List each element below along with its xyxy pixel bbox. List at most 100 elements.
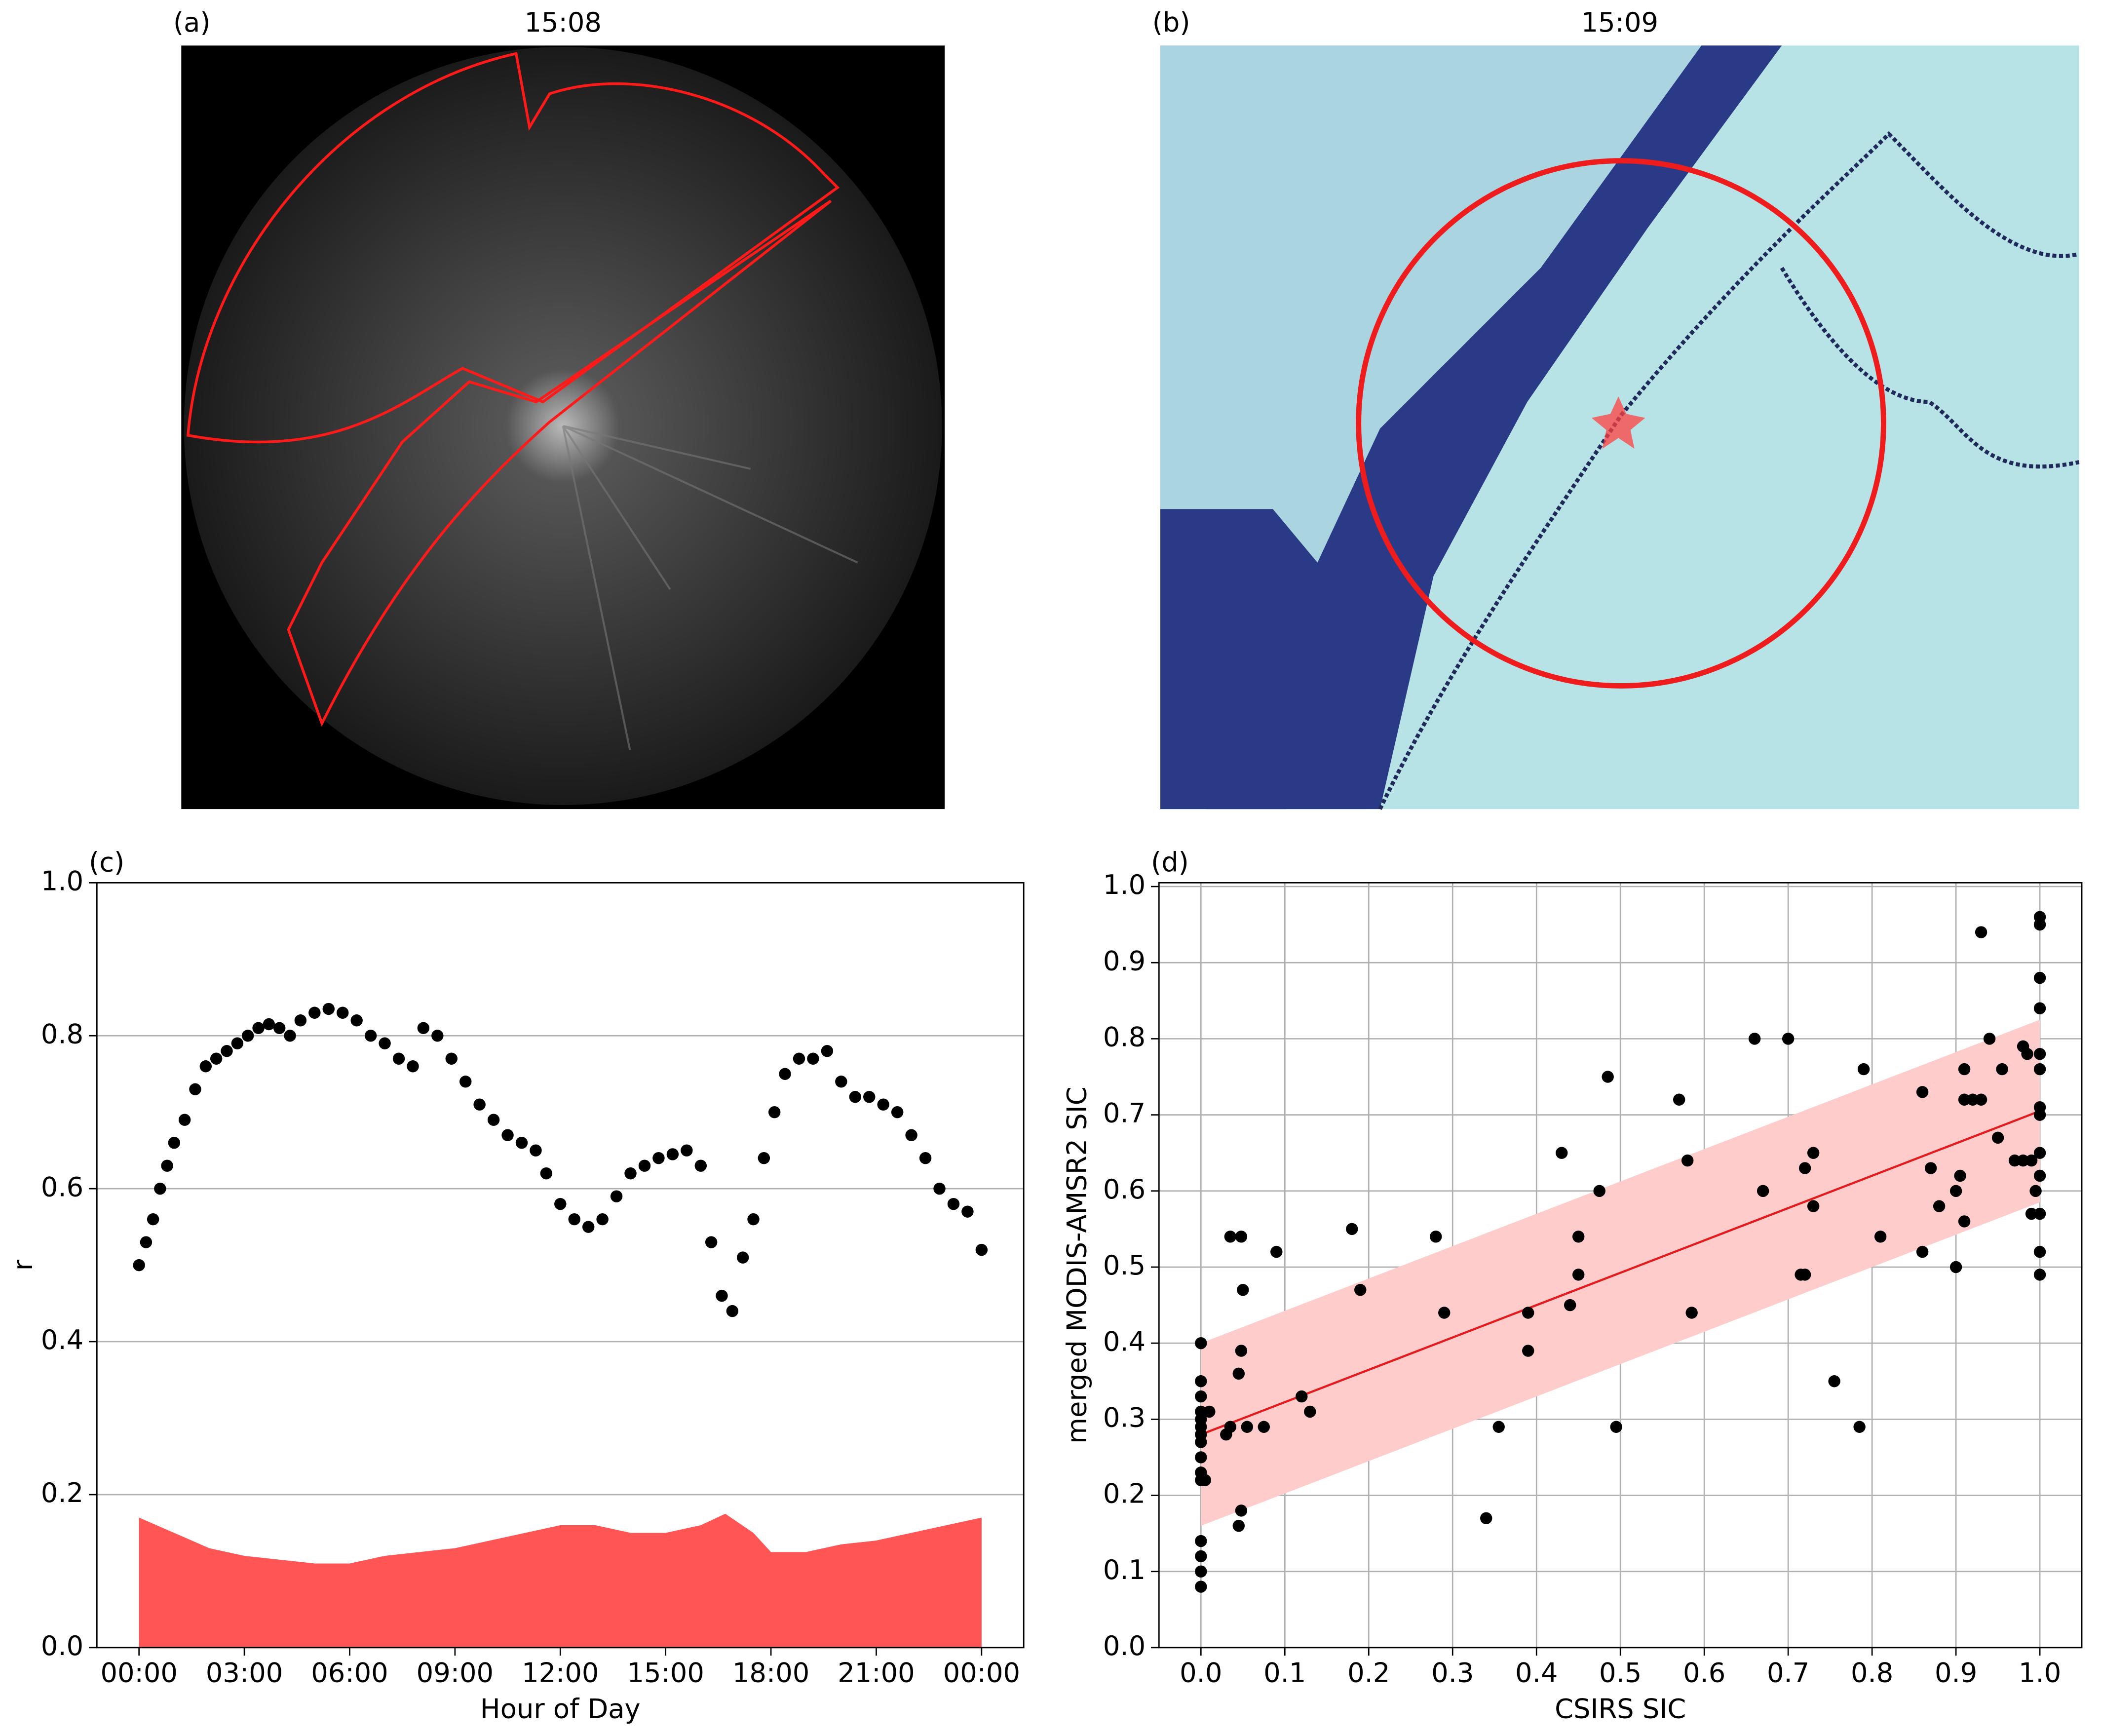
point — [241, 1030, 254, 1042]
x-tick-label: 0.5 — [1599, 1657, 1642, 1688]
point — [2033, 1169, 2046, 1182]
point — [252, 1022, 265, 1034]
point — [1798, 1269, 1811, 1281]
point — [2029, 1185, 2042, 1197]
y-tick-label: 0.0 — [41, 1630, 83, 1661]
point — [1480, 1512, 1492, 1524]
radar-image — [181, 45, 945, 810]
point — [1555, 1147, 1568, 1159]
point — [1681, 1154, 1694, 1167]
point — [652, 1152, 665, 1164]
point — [1195, 1550, 1207, 1563]
point — [1195, 1390, 1207, 1403]
y-tick-label: 0.2 — [41, 1477, 83, 1508]
point — [849, 1091, 861, 1103]
x-tick-label: 09:00 — [417, 1657, 494, 1688]
point — [961, 1205, 974, 1218]
area — [139, 1513, 982, 1648]
point — [501, 1129, 514, 1141]
point — [231, 1037, 244, 1049]
point — [308, 1006, 321, 1019]
point — [407, 1060, 419, 1073]
point — [133, 1259, 145, 1272]
x-tick-label: 0.4 — [1515, 1657, 1558, 1688]
point — [2033, 1269, 2046, 1281]
point — [1241, 1421, 1254, 1433]
point — [515, 1136, 528, 1149]
point — [1346, 1223, 1358, 1235]
point — [1522, 1345, 1534, 1357]
point — [1232, 1367, 1245, 1380]
point — [610, 1190, 623, 1202]
point — [154, 1182, 166, 1195]
point — [337, 1006, 349, 1019]
point — [199, 1060, 212, 1073]
point — [1949, 1185, 1962, 1197]
x-tick-label: 00:00 — [100, 1657, 177, 1688]
point — [1203, 1405, 1216, 1418]
y-tick-label: 0.7 — [1103, 1098, 1146, 1129]
point — [1564, 1299, 1576, 1312]
point — [554, 1197, 567, 1210]
y-tick-label: 0.5 — [1103, 1250, 1146, 1281]
y-axis-label: merged MODIS-AMSR2 SIC — [1062, 1086, 1093, 1444]
point — [263, 1018, 275, 1031]
point — [1748, 1033, 1761, 1045]
x-axis-label: CSIRS SIC — [1555, 1694, 1686, 1725]
point — [1195, 1375, 1207, 1388]
point — [1572, 1269, 1585, 1281]
point — [221, 1045, 233, 1057]
point — [473, 1098, 486, 1111]
point — [168, 1136, 181, 1149]
point — [807, 1052, 819, 1065]
point — [1916, 1086, 1929, 1098]
point — [392, 1052, 405, 1065]
point — [582, 1221, 595, 1233]
x-tick-label: 0.8 — [1851, 1657, 1893, 1688]
point — [1296, 1390, 1308, 1403]
x-tick-label: 0.2 — [1347, 1657, 1390, 1688]
point — [1602, 1071, 1614, 1083]
point — [1195, 1535, 1207, 1547]
y-tick-label: 0.4 — [41, 1324, 83, 1355]
point — [975, 1243, 988, 1256]
x-tick-label: 0.9 — [1935, 1657, 1977, 1688]
y-axis-label: r — [7, 1259, 38, 1271]
point — [2025, 1154, 2038, 1167]
panel-label: (c) — [89, 847, 124, 878]
x-tick-label: 15:00 — [627, 1657, 704, 1688]
x-tick-label: 0.6 — [1683, 1657, 1725, 1688]
x-tick-label: 0.3 — [1431, 1657, 1474, 1688]
point — [1673, 1093, 1685, 1106]
x-tick-label: 12:00 — [522, 1657, 599, 1688]
point — [2025, 1207, 2038, 1220]
point — [1857, 1063, 1870, 1076]
point — [891, 1106, 904, 1119]
point — [530, 1144, 542, 1157]
point — [1933, 1200, 1946, 1212]
point — [431, 1030, 444, 1042]
point — [726, 1305, 739, 1317]
y-tick-label: 0.6 — [1103, 1174, 1146, 1205]
point — [1593, 1185, 1605, 1197]
point — [947, 1197, 960, 1210]
x-tick-label: 0.1 — [1263, 1657, 1306, 1688]
point — [1975, 926, 1987, 938]
point — [459, 1076, 472, 1088]
y-tick-label: 1.0 — [41, 865, 83, 896]
point — [596, 1213, 609, 1226]
x-tick-label: 03:00 — [206, 1657, 283, 1688]
panel-title: 15:08 — [525, 7, 602, 38]
point — [1237, 1284, 1249, 1296]
x-tick-label: 0.0 — [1180, 1657, 1222, 1688]
point — [1966, 1093, 1979, 1106]
point — [666, 1148, 679, 1160]
y-tick-label: 0.9 — [1103, 945, 1146, 976]
point — [568, 1213, 580, 1226]
point — [1610, 1421, 1622, 1433]
fit-line — [1200, 1110, 2040, 1436]
point — [2008, 1154, 2021, 1167]
point — [1354, 1284, 1367, 1296]
point — [1235, 1231, 1248, 1243]
point — [694, 1159, 707, 1172]
